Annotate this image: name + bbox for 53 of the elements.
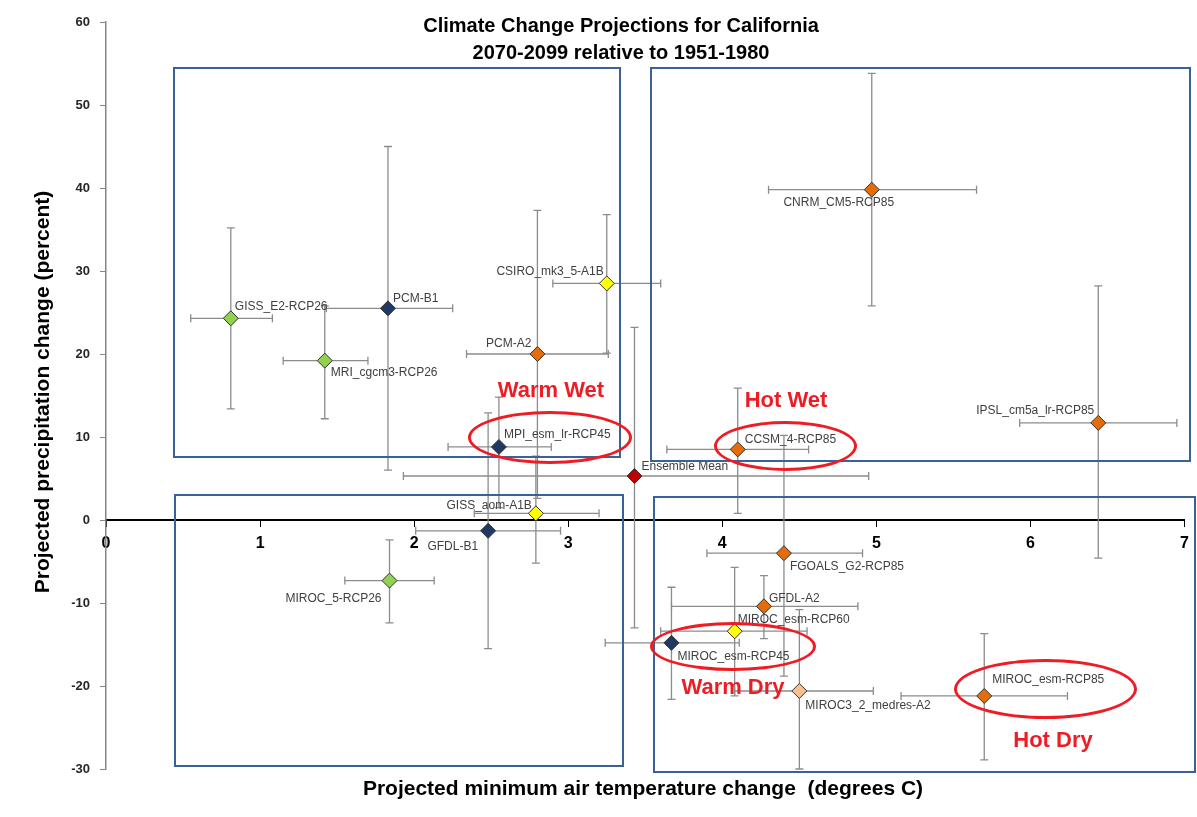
annotation: Hot Dry [1013, 726, 1093, 753]
x-tick-label: 5 [871, 534, 881, 552]
y-tick-label: -30 [71, 760, 90, 776]
y-tick-label: -10 [71, 594, 90, 610]
y-tick-label: 60 [75, 13, 90, 29]
y-tick-label: 40 [75, 179, 90, 195]
point [729, 441, 746, 458]
series-label: Ensemble Mean [641, 459, 729, 474]
series-label: CNRM_CM5-RCP85 [783, 194, 895, 209]
series-label: GISS_aom-A1B [446, 497, 532, 512]
y-axis-title: Projected precipitation change (percent) [30, 190, 54, 594]
point [663, 634, 680, 651]
y-tick-label: 30 [75, 262, 90, 278]
x-tick-label: 1 [255, 534, 265, 552]
point [626, 468, 643, 485]
annotation: Hot Wet [744, 386, 828, 413]
y-tick-label: 20 [75, 345, 90, 361]
series-label: PCM-B1 [392, 290, 439, 305]
point [379, 300, 396, 317]
y-tick-label: 0 [82, 511, 90, 527]
point [791, 682, 808, 699]
series-label: GFDL-A2 [768, 590, 820, 605]
x-axis-title: Projected minimum air temperature change (degrees C) [362, 776, 924, 800]
series-label: IPSL_cm5a_lr-RCP85 [976, 403, 1095, 418]
series-label: FGOALS_G2-RCP85 [789, 558, 905, 573]
annotation: Warm Wet [497, 376, 605, 403]
y-tick-label: 10 [75, 428, 90, 444]
annotation: Warm Dry [681, 673, 785, 700]
series-label: MIROC3_2_medres-A2 [805, 698, 932, 713]
series-label: CCSM_4-RCP85 [744, 431, 837, 446]
x-tick-label: 6 [1026, 534, 1036, 552]
series-label: PCM-A2 [486, 336, 532, 351]
point [529, 346, 546, 362]
x-tick-label: 2 [409, 534, 419, 552]
point [490, 438, 507, 455]
y-tick-label: 50 [75, 96, 90, 112]
point [381, 572, 398, 589]
point [480, 522, 497, 539]
series-label: MRI_cgcm3-RCP26 [330, 364, 438, 379]
point [775, 545, 792, 562]
series-label: GISS_E2-RCP26 [234, 298, 328, 313]
chart-title: Climate Change Projections for California [423, 14, 819, 36]
x-tick-label: 3 [563, 534, 573, 552]
series-label: MIROC_esm-RCP85 [992, 672, 1105, 687]
x-tick-label: 7 [1180, 534, 1190, 552]
x-tick-label: 4 [717, 534, 727, 552]
y-tick-label: -20 [71, 677, 90, 693]
point [976, 687, 993, 704]
point [863, 181, 880, 198]
point [316, 352, 333, 369]
text: 2070-2099 relative to 1951-1980 [472, 41, 770, 63]
series-label: GFDL-B1 [427, 539, 479, 554]
series-label: MIROC_5-RCP26 [285, 590, 382, 605]
